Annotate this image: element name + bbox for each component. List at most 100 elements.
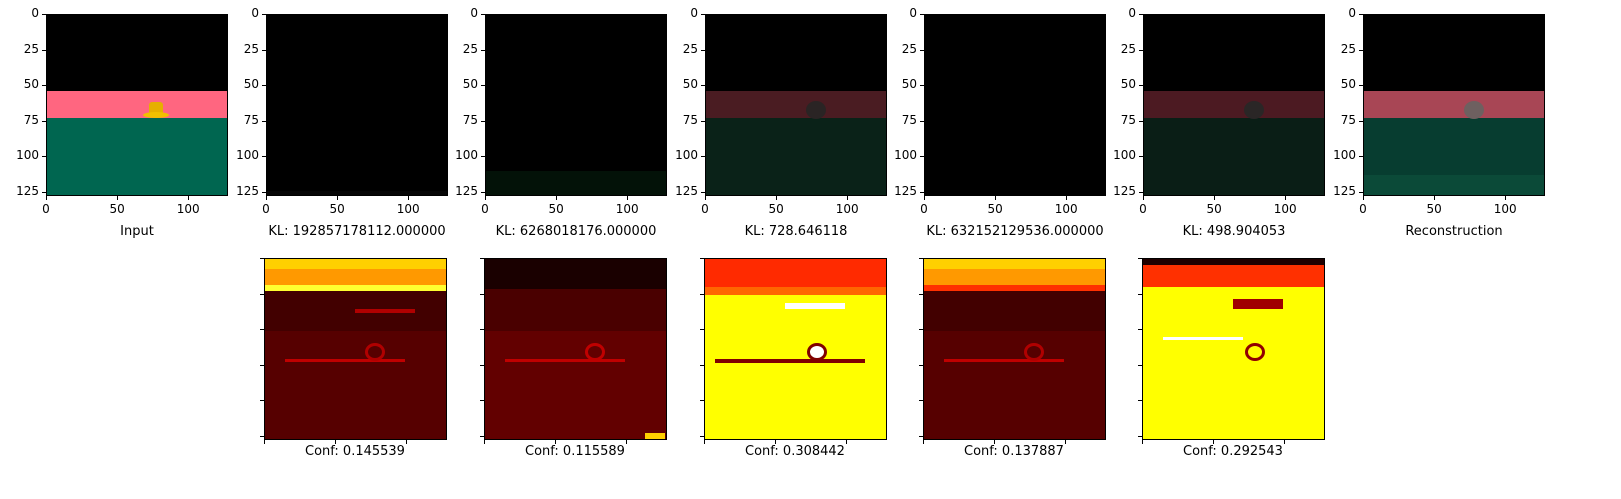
x-tick-label: 0 bbox=[920, 202, 928, 216]
y-tick bbox=[1138, 364, 1142, 366]
y-tick-label: 125 bbox=[1333, 183, 1356, 198]
y-tick-label: 50 bbox=[1340, 77, 1356, 92]
y-tick bbox=[700, 293, 704, 295]
x-tick-label: 100 bbox=[1054, 202, 1078, 216]
confidence-3-caption: Conf: 0.308442 bbox=[745, 444, 845, 459]
y-tick bbox=[1138, 435, 1142, 437]
x-tick bbox=[484, 440, 485, 444]
x-tick-label: 0 bbox=[1359, 202, 1367, 216]
y-tick bbox=[42, 85, 46, 87]
x-tick bbox=[1065, 440, 1067, 444]
y-tick bbox=[700, 400, 704, 402]
y-tick bbox=[1359, 14, 1363, 15]
y-tick bbox=[42, 49, 46, 51]
y-tick-label: 75 bbox=[901, 112, 917, 127]
y-tick bbox=[919, 329, 923, 331]
y-tick-label: 50 bbox=[1120, 77, 1136, 92]
y-tick-label: 0 bbox=[31, 6, 39, 20]
y-tick-label: 75 bbox=[682, 112, 698, 127]
y-tick bbox=[1359, 156, 1363, 158]
y-tick bbox=[701, 156, 705, 158]
x-tick-label: 50 bbox=[1206, 202, 1222, 216]
y-tick-label: 100 bbox=[894, 148, 917, 163]
y-tick-label: 75 bbox=[1120, 112, 1136, 127]
y-tick bbox=[1139, 191, 1143, 193]
y-tick bbox=[260, 364, 264, 366]
x-tick-label: 100 bbox=[835, 202, 859, 216]
y-tick bbox=[920, 49, 924, 51]
y-tick bbox=[480, 293, 484, 295]
y-tick-label: 50 bbox=[901, 77, 917, 92]
confidence-1-map bbox=[264, 258, 447, 440]
y-tick-label: 25 bbox=[243, 41, 259, 56]
component-1-image bbox=[266, 14, 448, 196]
y-tick bbox=[1359, 120, 1363, 122]
x-tick bbox=[847, 196, 849, 200]
x-tick bbox=[406, 440, 408, 444]
x-tick bbox=[1066, 196, 1068, 200]
y-tick-label: 100 bbox=[455, 148, 478, 163]
y-tick bbox=[701, 14, 705, 15]
x-tick-label: 100 bbox=[396, 202, 420, 216]
y-tick bbox=[1139, 14, 1143, 15]
y-tick bbox=[480, 435, 484, 437]
x-tick bbox=[775, 440, 777, 444]
y-tick bbox=[262, 85, 266, 87]
y-tick bbox=[481, 85, 485, 87]
y-tick-label: 0 bbox=[1348, 6, 1356, 20]
y-tick bbox=[700, 435, 704, 437]
y-tick-label: 75 bbox=[1340, 112, 1356, 127]
y-tick-label: 75 bbox=[23, 112, 39, 127]
component-3-caption: KL: 728.646118 bbox=[744, 224, 848, 239]
y-tick-label: 25 bbox=[901, 41, 917, 56]
y-tick bbox=[1139, 120, 1143, 122]
y-tick bbox=[1359, 49, 1363, 51]
x-tick bbox=[1363, 196, 1364, 200]
y-tick bbox=[481, 191, 485, 193]
y-tick bbox=[260, 329, 264, 331]
input-image bbox=[46, 14, 228, 196]
x-tick-label: 100 bbox=[1273, 202, 1297, 216]
y-tick bbox=[919, 400, 923, 402]
y-tick bbox=[920, 120, 924, 122]
y-tick bbox=[480, 258, 484, 259]
y-tick-label: 25 bbox=[682, 41, 698, 56]
x-tick-label: 0 bbox=[42, 202, 50, 216]
x-tick-label: 0 bbox=[701, 202, 709, 216]
x-tick bbox=[924, 196, 925, 200]
component-3-image bbox=[705, 14, 887, 196]
y-tick bbox=[262, 191, 266, 193]
y-tick bbox=[701, 49, 705, 51]
x-tick bbox=[1505, 196, 1507, 200]
y-tick bbox=[262, 49, 266, 51]
x-tick bbox=[994, 440, 996, 444]
y-tick-label: 100 bbox=[236, 148, 259, 163]
y-tick bbox=[1139, 85, 1143, 87]
y-tick-label: 125 bbox=[236, 183, 259, 198]
y-tick-label: 125 bbox=[894, 183, 917, 198]
y-tick bbox=[1138, 258, 1142, 259]
x-tick bbox=[705, 196, 706, 200]
component-5-caption: KL: 498.904053 bbox=[1182, 224, 1286, 239]
y-tick bbox=[700, 364, 704, 366]
input-caption: Input bbox=[120, 224, 154, 239]
confidence-1-caption: Conf: 0.145539 bbox=[305, 444, 405, 459]
x-tick-label: 50 bbox=[1426, 202, 1442, 216]
y-tick bbox=[481, 156, 485, 158]
x-tick-label: 50 bbox=[109, 202, 125, 216]
x-tick bbox=[1143, 196, 1144, 200]
y-tick-label: 100 bbox=[16, 148, 39, 163]
y-tick-label: 0 bbox=[1128, 6, 1136, 20]
y-tick bbox=[700, 258, 704, 259]
y-tick-label: 75 bbox=[243, 112, 259, 127]
y-tick bbox=[260, 293, 264, 295]
y-tick bbox=[42, 14, 46, 15]
y-tick bbox=[262, 120, 266, 122]
x-tick bbox=[1142, 440, 1143, 444]
x-tick bbox=[923, 440, 924, 444]
x-tick bbox=[485, 196, 486, 200]
y-tick bbox=[481, 49, 485, 51]
y-tick-label: 25 bbox=[23, 41, 39, 56]
y-tick bbox=[480, 400, 484, 402]
confidence-2-caption: Conf: 0.115589 bbox=[525, 444, 625, 459]
